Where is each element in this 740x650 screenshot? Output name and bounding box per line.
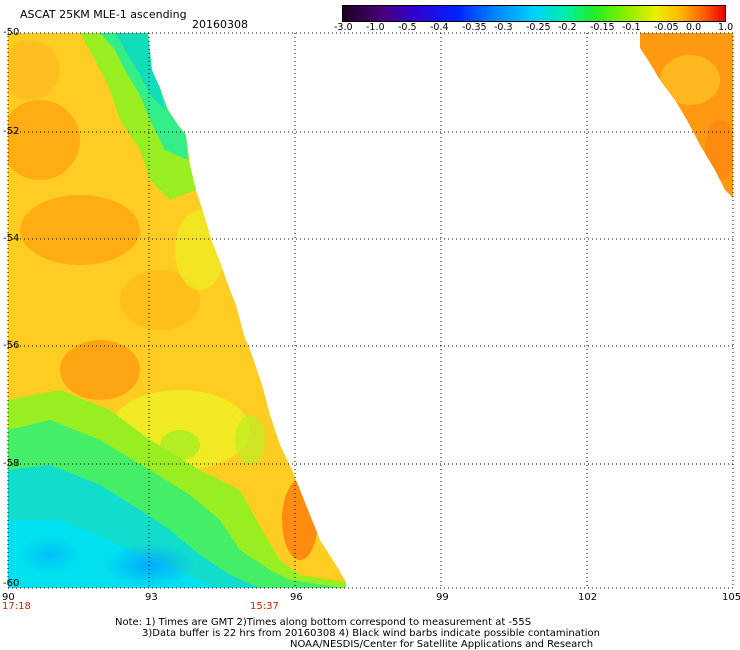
map-date: 20160308 — [192, 18, 248, 31]
time-label-left: 17:18 — [2, 601, 31, 612]
lat-label-50: -50 — [3, 27, 20, 38]
lat-label-60: -60 — [3, 578, 20, 589]
map-title: ASCAT 25KM MLE-1 ascending — [20, 8, 187, 21]
lat-label-54: -54 — [3, 233, 20, 244]
lat-label-58: -58 — [3, 458, 20, 469]
footer-note-2: 3)Data buffer is 22 hrs from 20160308 4)… — [142, 628, 600, 639]
lon-label-96: 96 — [290, 592, 303, 603]
lon-label-93: 93 — [145, 592, 158, 603]
colorbar-label: -0.15 — [590, 22, 615, 33]
lon-label-90: 90 — [2, 592, 15, 603]
colorbar-label: -1.0 — [366, 22, 385, 33]
colorbar-label: -0.25 — [526, 22, 551, 33]
data-swath-corner — [640, 33, 733, 198]
colorbar-label: -0.05 — [654, 22, 679, 33]
colorbar-label: -0.4 — [430, 22, 449, 33]
colorbar — [342, 5, 726, 22]
lat-label-52: -52 — [3, 126, 20, 137]
lon-label-102: 102 — [578, 592, 598, 603]
footer-note-3: NOAA/NESDIS/Center for Satellite Applica… — [290, 639, 594, 650]
footer-note-1: Note: 1) Times are GMT 2)Times along bot… — [115, 617, 532, 628]
lon-label-105: 105 — [722, 592, 740, 603]
colorbar-label: -0.35 — [462, 22, 487, 33]
colorbar-label: 0.0 — [686, 22, 702, 33]
lat-label-56: -56 — [3, 340, 20, 351]
colorbar-label: -0.1 — [622, 22, 641, 33]
lon-label-99: 99 — [436, 592, 449, 603]
data-swath — [8, 33, 346, 588]
time-label-mid: 15:37 — [250, 601, 279, 612]
colorbar-label: -0.2 — [558, 22, 577, 33]
colorbar-label: -3.0 — [334, 22, 353, 33]
colorbar-label: -0.5 — [398, 22, 417, 33]
grid-lines — [8, 33, 733, 588]
colorbar-label: 1.0 — [718, 22, 734, 33]
colorbar-label: -0.3 — [494, 22, 513, 33]
